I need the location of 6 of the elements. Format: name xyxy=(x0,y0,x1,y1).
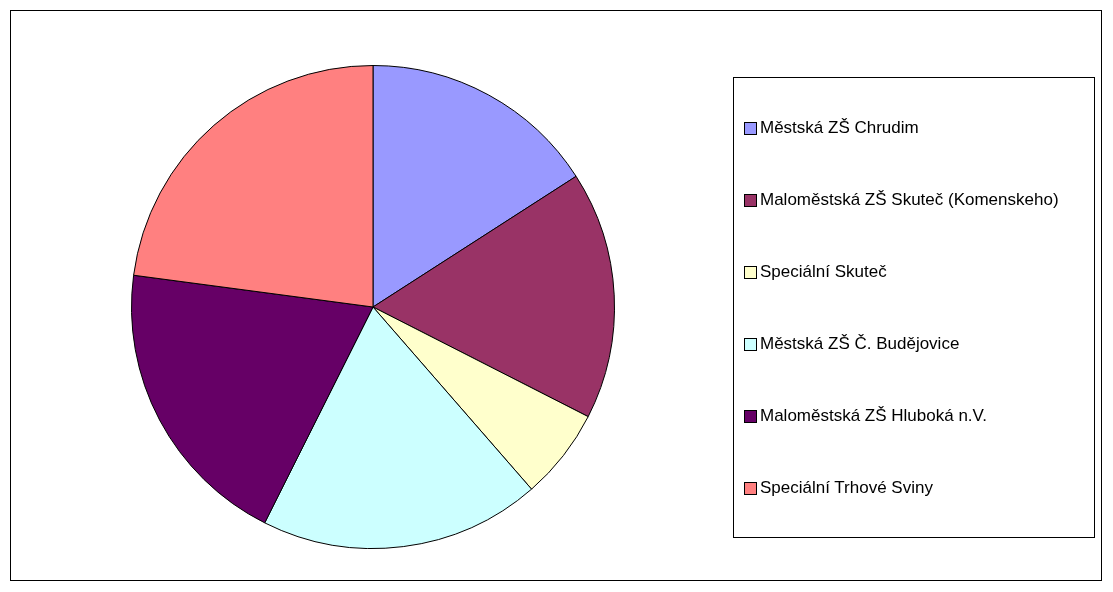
legend-label: Speciální Trhové Sviny xyxy=(760,476,933,498)
legend-label: Městská ZŠ Chrudim xyxy=(760,117,919,139)
legend-label: Speciální Skuteč xyxy=(760,261,887,283)
legend-label: Městská ZŠ Č. Budějovice xyxy=(760,332,960,354)
legend-label: Maloměstská ZŠ Skuteč (Komenskeho) xyxy=(760,189,1059,211)
legend-label: Maloměstská ZŠ Hluboká n.V. xyxy=(760,404,988,426)
